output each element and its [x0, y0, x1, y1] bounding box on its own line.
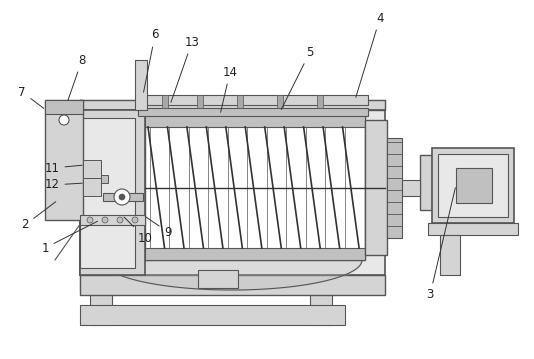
Circle shape [59, 115, 69, 125]
Bar [103, 193, 143, 201]
Bar [80, 118, 135, 268]
Text: 11: 11 [44, 162, 82, 174]
Bar [432, 148, 514, 223]
Text: 3: 3 [426, 188, 456, 302]
Bar [317, 95, 323, 108]
Text: 8: 8 [68, 53, 85, 101]
Bar [138, 95, 368, 105]
Bar [80, 110, 385, 275]
Text: 13: 13 [171, 36, 199, 102]
Bar [197, 95, 203, 108]
Text: 7: 7 [18, 85, 44, 108]
Text: 12: 12 [44, 178, 82, 191]
Bar [365, 120, 387, 255]
Text: 9: 9 [145, 216, 172, 238]
Text: 4: 4 [356, 11, 384, 97]
Text: 6: 6 [144, 28, 159, 92]
Circle shape [102, 217, 108, 223]
Text: 10: 10 [124, 217, 152, 244]
Bar [80, 305, 345, 325]
Bar [45, 100, 83, 220]
Bar [438, 154, 508, 217]
Bar [420, 155, 432, 210]
Bar [145, 115, 365, 260]
Bar [145, 115, 365, 127]
Bar [198, 270, 238, 288]
Bar [237, 95, 243, 108]
Bar [83, 178, 101, 196]
Bar [135, 60, 147, 110]
Circle shape [117, 217, 123, 223]
Bar [45, 100, 83, 114]
Polygon shape [80, 100, 385, 110]
Bar [80, 275, 385, 295]
Circle shape [119, 194, 125, 200]
Bar [456, 168, 492, 203]
Bar [440, 235, 460, 275]
Circle shape [114, 189, 130, 205]
Bar [83, 160, 101, 178]
Bar [83, 175, 108, 183]
Circle shape [87, 217, 93, 223]
Bar [80, 275, 345, 289]
Bar [428, 223, 518, 235]
Text: 5: 5 [281, 46, 313, 109]
Bar [80, 215, 145, 225]
Bar [90, 215, 112, 325]
Text: 1: 1 [41, 221, 98, 255]
Bar [162, 95, 168, 108]
Bar [402, 180, 420, 196]
Text: 2: 2 [21, 202, 56, 232]
Circle shape [132, 217, 138, 223]
Bar [80, 110, 145, 275]
Bar [387, 138, 402, 238]
Bar [138, 108, 368, 116]
Bar [145, 248, 365, 260]
Bar [277, 95, 283, 108]
Text: 14: 14 [221, 65, 238, 112]
Bar [310, 215, 332, 325]
